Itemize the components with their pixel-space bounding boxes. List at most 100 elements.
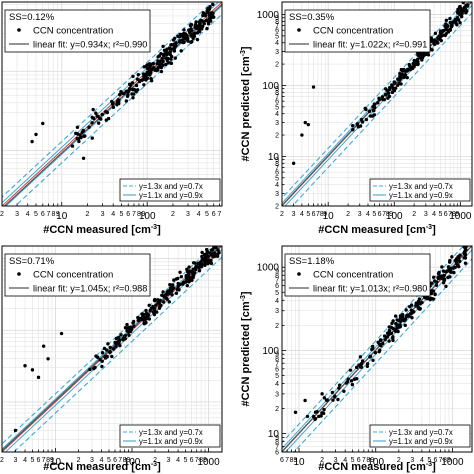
data-point — [46, 357, 50, 361]
ref-line-1.1x — [282, 2, 470, 204]
x-tick-label: 10 — [50, 457, 62, 468]
data-point — [197, 26, 202, 31]
data-point — [458, 20, 462, 25]
x-tick-label: 4 — [23, 457, 27, 464]
data-point — [162, 48, 167, 53]
data-point — [191, 273, 196, 278]
data-point — [131, 92, 136, 96]
data-point — [110, 102, 115, 106]
ref-line-0.7x — [13, 256, 222, 452]
x-tick-label: 1000 — [449, 211, 472, 222]
data-point — [141, 72, 146, 76]
data-point — [432, 38, 437, 42]
x-tick-label: 4 — [176, 457, 180, 464]
x-tick-label: 3 — [15, 211, 19, 218]
data-point — [182, 28, 186, 32]
y-tick-label: 6 — [275, 99, 279, 106]
data-point — [416, 57, 420, 62]
data-point — [428, 297, 432, 302]
data-point — [119, 333, 123, 337]
data-point — [378, 348, 382, 352]
legend-label-points: CCN concentration — [33, 26, 113, 37]
data-point — [41, 121, 45, 126]
data-point — [416, 306, 421, 310]
data-point — [382, 97, 387, 102]
legend-label-points: CCN concentration — [313, 26, 393, 37]
ref-line-0.7x — [291, 12, 472, 206]
x-tick-label: 9 — [50, 457, 54, 464]
x-tick-label: 3 — [14, 457, 18, 464]
x-tick-label: 2 — [77, 457, 81, 464]
data-point — [70, 144, 75, 148]
data-point — [412, 310, 416, 314]
data-point — [351, 124, 355, 128]
data-point — [113, 341, 117, 345]
data-point — [454, 261, 459, 265]
data-point — [363, 106, 367, 111]
data-point — [100, 351, 105, 355]
x-tick-label: 3 — [186, 211, 190, 218]
x-tick-label: 3 — [101, 211, 105, 218]
y-tick-label: 10 — [268, 152, 280, 163]
x-tick-label: 5 — [427, 457, 431, 464]
data-point — [92, 366, 96, 371]
data-point — [393, 314, 398, 318]
data-point — [197, 29, 202, 34]
data-point — [398, 316, 403, 321]
legend-top: SS=0.71% CCN concentration linear fit: y=1… — [4, 253, 151, 297]
panel-title: SS=0.35% — [289, 12, 335, 23]
data-point — [365, 364, 370, 369]
data-point — [131, 321, 135, 325]
data-point — [387, 85, 392, 90]
data-point — [87, 125, 91, 129]
y-tick-label: 7 — [275, 94, 279, 101]
data-point — [135, 88, 140, 92]
data-point — [137, 318, 141, 322]
data-point — [182, 40, 186, 44]
data-point — [185, 270, 190, 274]
data-point — [161, 300, 166, 304]
y-tick-label: 2 — [275, 323, 279, 330]
data-point — [75, 125, 80, 129]
data-point — [385, 335, 390, 339]
data-point — [129, 327, 134, 332]
legend-label-outer: y=1.3x and y=0.7x — [139, 428, 203, 437]
x-axis-title: #CCN measured [cm-3] — [318, 461, 436, 473]
x-tick-label: 8 — [320, 211, 324, 218]
data-point — [355, 377, 359, 381]
data-point — [448, 260, 452, 264]
data-point — [178, 270, 182, 274]
data-point — [105, 110, 110, 115]
x-tick-label: 5 — [184, 457, 188, 464]
data-point — [156, 55, 160, 59]
data-point — [373, 350, 378, 355]
scatter-points — [30, 2, 216, 160]
data-point — [168, 286, 173, 290]
data-point — [303, 120, 307, 125]
data-point — [173, 56, 177, 60]
x-tick-label: 8 — [386, 211, 390, 218]
data-point — [100, 364, 104, 369]
x-tick-label: 9 — [447, 457, 451, 464]
data-point — [293, 410, 298, 415]
x-tick-label: 2 — [153, 457, 157, 464]
data-point — [211, 11, 215, 16]
x-tick-label: 2 — [412, 211, 416, 218]
data-point — [354, 365, 359, 370]
data-point — [92, 116, 96, 121]
data-point — [136, 315, 140, 320]
data-point — [371, 108, 376, 113]
y-tick-label: 5 — [275, 290, 279, 297]
data-point — [463, 8, 468, 12]
x-tick-label: 100 — [139, 211, 156, 222]
x-tick-label: 5 — [205, 211, 209, 218]
data-point — [378, 343, 382, 347]
y-tick-label: 7 — [275, 361, 279, 368]
data-point — [191, 32, 196, 36]
data-point — [387, 94, 392, 99]
y-tick-label: 6 — [275, 170, 279, 177]
